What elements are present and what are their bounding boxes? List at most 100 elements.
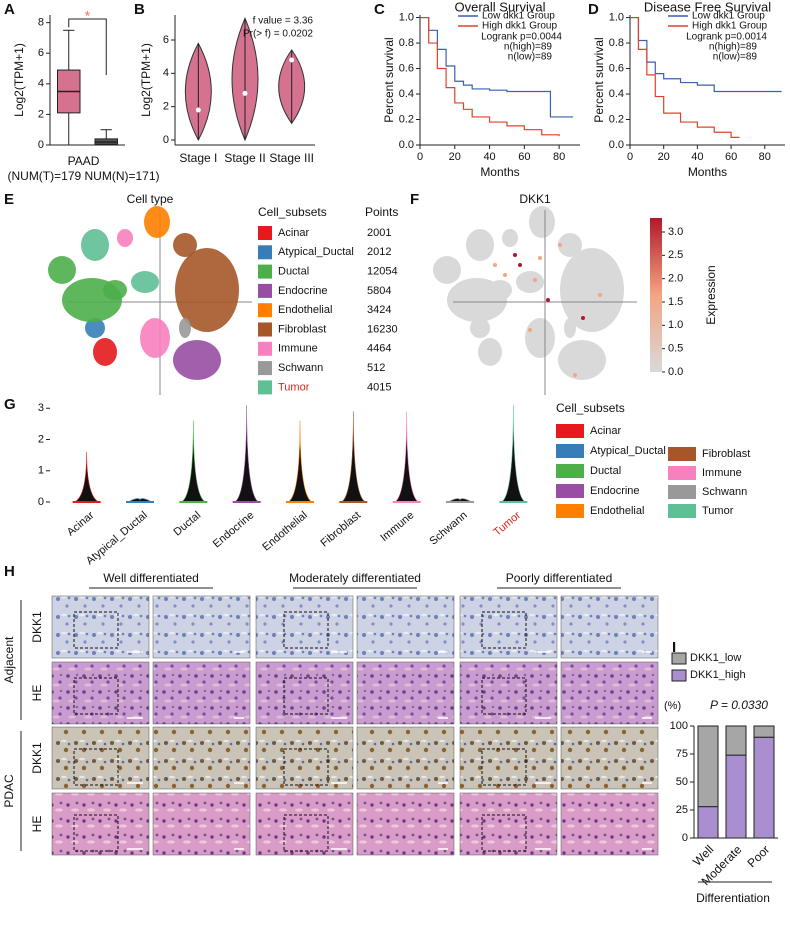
expressing-cell — [558, 243, 562, 247]
legend-swatch — [258, 303, 272, 318]
axis-label: Percent survival — [592, 37, 606, 122]
cell-cluster — [179, 318, 191, 338]
cell-cluster — [502, 229, 518, 247]
x-tick-label: 40 — [483, 151, 495, 163]
inset-box — [481, 814, 527, 852]
x-tick-label: Stage I — [179, 151, 217, 165]
x-tick-label: Fibroblast — [318, 509, 363, 549]
bar-segment — [753, 736, 775, 839]
cell-cluster — [103, 280, 127, 300]
axis-label: Log2(TPM+1) — [12, 43, 26, 117]
x-tick-label: 60 — [725, 151, 737, 163]
axis-label: Percent survival — [382, 37, 396, 122]
panel-label: C — [374, 1, 385, 18]
survival-curve — [420, 16, 560, 137]
histology-image — [255, 661, 354, 725]
expressing-cell — [598, 293, 602, 297]
inset-box — [481, 611, 527, 649]
y-tick-label: 1.0 — [399, 11, 414, 23]
colorbar-tick-label: 0.5 — [668, 343, 683, 355]
inset-box — [481, 677, 527, 715]
legend-swatch — [556, 464, 584, 478]
histology-image — [152, 726, 251, 790]
legend-label: Endothelial — [590, 505, 644, 517]
axis-label: Expression — [704, 265, 718, 324]
axis-label: HE — [30, 816, 44, 833]
cell-cluster — [140, 318, 170, 358]
x-tick-label: 80 — [553, 151, 565, 163]
y-tick-label: 0 — [38, 496, 44, 508]
point-count: 4464 — [367, 343, 391, 355]
axis-label: PDAC — [2, 774, 16, 808]
expressing-cell — [546, 298, 550, 302]
legend-label: Tumor — [278, 381, 310, 393]
cell-cluster — [131, 271, 159, 293]
legend-label: Atypical_Ductal — [278, 246, 354, 258]
legend-label: Tumor — [702, 505, 734, 517]
histology-image — [560, 726, 659, 790]
cell-cluster — [470, 318, 490, 338]
legend-label: High dkk1 Group — [482, 21, 557, 32]
expressing-cell — [581, 316, 585, 320]
legend-swatch — [258, 264, 272, 279]
x-label: Differentiation — [696, 891, 770, 905]
y-label: (%) — [664, 700, 681, 712]
cell-cluster — [433, 256, 461, 284]
legend-swatch — [556, 444, 584, 458]
y-tick-label: 100 — [670, 720, 688, 732]
legend-label: Immune — [278, 343, 318, 355]
cell-cluster — [466, 229, 494, 261]
y-tick-label: 0 — [163, 134, 169, 146]
violin — [394, 411, 419, 503]
histology-image — [459, 792, 558, 856]
expressing-cell — [528, 328, 532, 332]
x-tick-label: 80 — [759, 151, 771, 163]
colorbar-tick-label: 1.5 — [668, 296, 683, 308]
violin — [181, 420, 206, 503]
colorbar-tick-label: 0.0 — [668, 366, 683, 378]
violin — [287, 420, 313, 503]
legend-label: Low dkk1 Group — [692, 11, 765, 22]
annotation: n(high)=89 — [709, 42, 758, 53]
histology-image — [560, 661, 659, 725]
bar-segment — [725, 754, 747, 839]
colorbar-tick-label: 2.0 — [668, 273, 683, 285]
histology-image — [152, 792, 251, 856]
x-tick-label: 60 — [518, 151, 530, 163]
cell-cluster — [488, 280, 512, 300]
survival-curve — [630, 16, 740, 138]
legend-label: Low dkk1 Group — [482, 11, 555, 22]
x-label: Months — [480, 165, 519, 179]
expressing-cell — [538, 256, 542, 260]
cell-cluster — [529, 206, 555, 238]
legend-swatch — [668, 447, 696, 461]
legend-swatch — [258, 361, 272, 376]
violin — [234, 405, 259, 503]
expressing-cell — [518, 263, 522, 267]
histology-image — [560, 792, 659, 856]
histology-image — [152, 595, 251, 659]
histology-image — [459, 661, 558, 725]
x-tick-label: 20 — [658, 151, 670, 163]
legend-swatch — [258, 226, 272, 240]
legend-label: Ductal — [278, 266, 309, 278]
cell-cluster — [558, 340, 606, 380]
panel-label: F — [410, 191, 419, 208]
panel-label: E — [4, 191, 14, 208]
point-count: 2012 — [367, 246, 391, 258]
panel-label: G — [4, 396, 16, 413]
legend-label: DKK1_high — [690, 669, 746, 681]
histology-image — [51, 726, 150, 790]
legend-swatch — [258, 322, 272, 337]
legend-swatch — [556, 504, 584, 518]
x-tick-label: Schwann — [427, 509, 469, 547]
y-tick-label: 0.6 — [609, 62, 624, 74]
axis-label: Log2(TPM+1) — [139, 43, 153, 117]
legend-label: DKK1_low — [690, 652, 741, 664]
x-tick-label: Acinar — [65, 509, 97, 538]
cell-cluster — [81, 229, 109, 261]
violin — [74, 451, 99, 503]
histology-image — [356, 661, 455, 725]
histology-image — [459, 595, 558, 659]
inset-box — [73, 611, 119, 649]
